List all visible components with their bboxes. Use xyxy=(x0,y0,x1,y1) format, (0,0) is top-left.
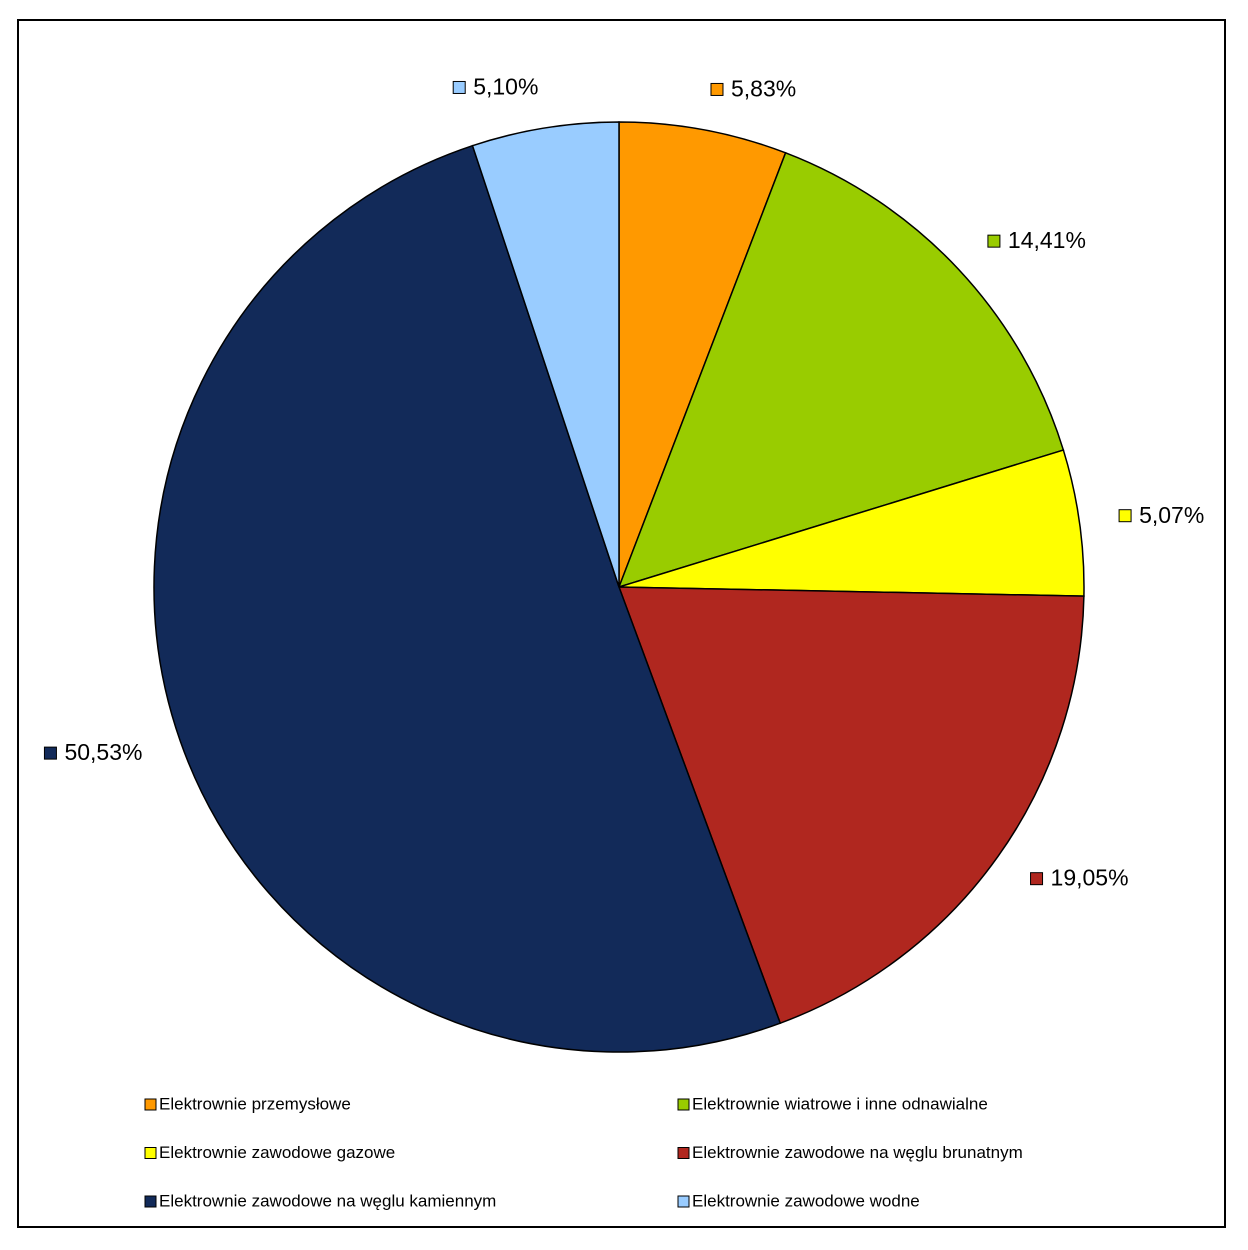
legend-label: Elektrownie zawodowe na węglu kamiennym xyxy=(159,1191,496,1210)
pie-slice xyxy=(617,586,1085,1025)
legend-marker xyxy=(677,1147,690,1159)
value-label: 14,41% xyxy=(1008,227,1086,253)
legend-marker xyxy=(144,1098,157,1111)
pie-slice xyxy=(617,151,1065,589)
value-label: 5,83% xyxy=(731,76,796,102)
legend-label: Elektrownie zawodowe na węglu brunatnym xyxy=(692,1143,1023,1162)
value-label-marker xyxy=(452,80,466,94)
value-label: 50,53% xyxy=(64,739,142,765)
pie-slice xyxy=(618,449,1085,597)
value-label-marker xyxy=(987,234,1001,248)
value-label: 5,07% xyxy=(1139,502,1204,528)
legend-marker xyxy=(677,1195,690,1208)
legend-label: Elektrownie przemysłowe xyxy=(159,1094,351,1113)
value-label-marker xyxy=(1030,872,1044,886)
value-label: 5,10% xyxy=(473,74,538,100)
pie-slice xyxy=(618,121,787,588)
pie-slice xyxy=(471,121,620,588)
legend-marker xyxy=(144,1195,157,1208)
legend-label: Elektrownie zawodowe gazowe xyxy=(159,1143,395,1162)
legend-marker xyxy=(144,1147,157,1159)
legend-marker xyxy=(677,1098,690,1111)
pie-slice xyxy=(153,144,782,1053)
legend-label: Elektrownie wiatrowe i inne odnawialne xyxy=(692,1094,988,1113)
value-label-marker xyxy=(43,746,57,760)
legend-label: Elektrownie zawodowe wodne xyxy=(692,1191,920,1210)
value-label-marker xyxy=(710,82,724,96)
value-label-marker xyxy=(1118,509,1132,523)
value-label: 19,05% xyxy=(1051,865,1129,891)
